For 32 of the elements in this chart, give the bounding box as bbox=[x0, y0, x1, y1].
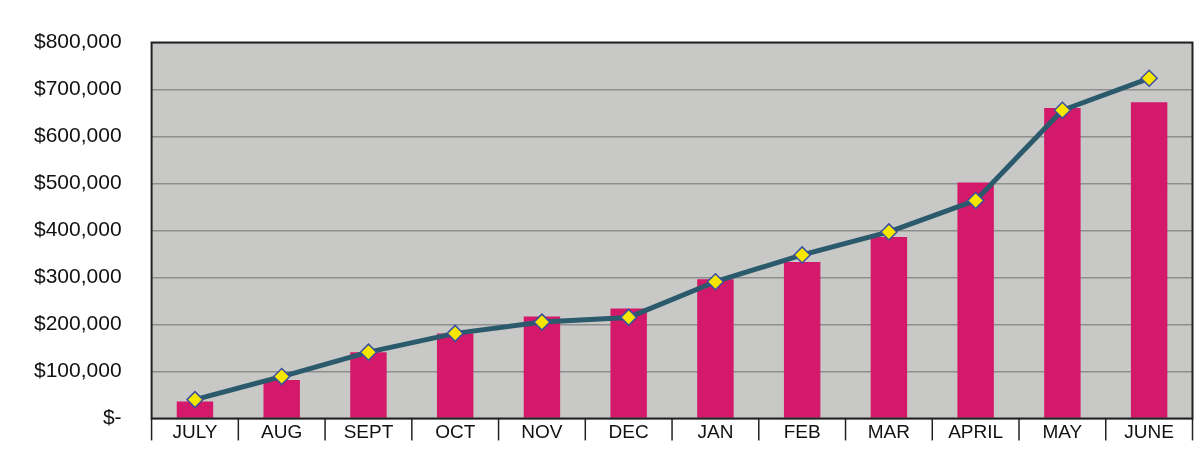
x-tick-label: DEC bbox=[608, 421, 649, 443]
bar bbox=[610, 308, 647, 418]
y-tick-label: $600,000 bbox=[34, 123, 122, 147]
bar bbox=[957, 182, 994, 418]
y-tick-label: $700,000 bbox=[34, 76, 122, 100]
y-tick-label: $500,000 bbox=[34, 170, 122, 194]
x-tick-label: AUG bbox=[261, 421, 303, 443]
bar bbox=[350, 352, 387, 418]
y-tick-label: $- bbox=[102, 405, 122, 429]
bar bbox=[1044, 107, 1081, 418]
x-tick-label: MAR bbox=[867, 421, 911, 443]
x-tick-label: MAY bbox=[1042, 421, 1083, 443]
x-tick-label: FEB bbox=[783, 421, 821, 443]
bar bbox=[1130, 102, 1168, 418]
x-tick-label: NOV bbox=[521, 421, 563, 443]
y-tick-label: $200,000 bbox=[34, 311, 122, 335]
bar bbox=[263, 379, 300, 418]
x-tick-label: JUNE bbox=[1124, 421, 1174, 443]
y-tick-label: $100,000 bbox=[34, 358, 122, 382]
bar bbox=[523, 316, 561, 418]
x-tick-label: JULY bbox=[172, 421, 218, 443]
bar bbox=[870, 237, 908, 418]
y-tick-label: $400,000 bbox=[34, 217, 122, 241]
y-tick-label: $800,000 bbox=[34, 29, 122, 53]
x-tick-label: APRIL bbox=[948, 421, 1004, 443]
x-tick-label: JAN bbox=[697, 421, 734, 443]
bar bbox=[436, 333, 474, 418]
x-tick-label: SEPT bbox=[343, 421, 394, 443]
y-tick-label: $300,000 bbox=[34, 264, 122, 288]
bar bbox=[783, 261, 821, 418]
x-tick-label: OCT bbox=[435, 421, 476, 443]
bar bbox=[697, 279, 734, 418]
